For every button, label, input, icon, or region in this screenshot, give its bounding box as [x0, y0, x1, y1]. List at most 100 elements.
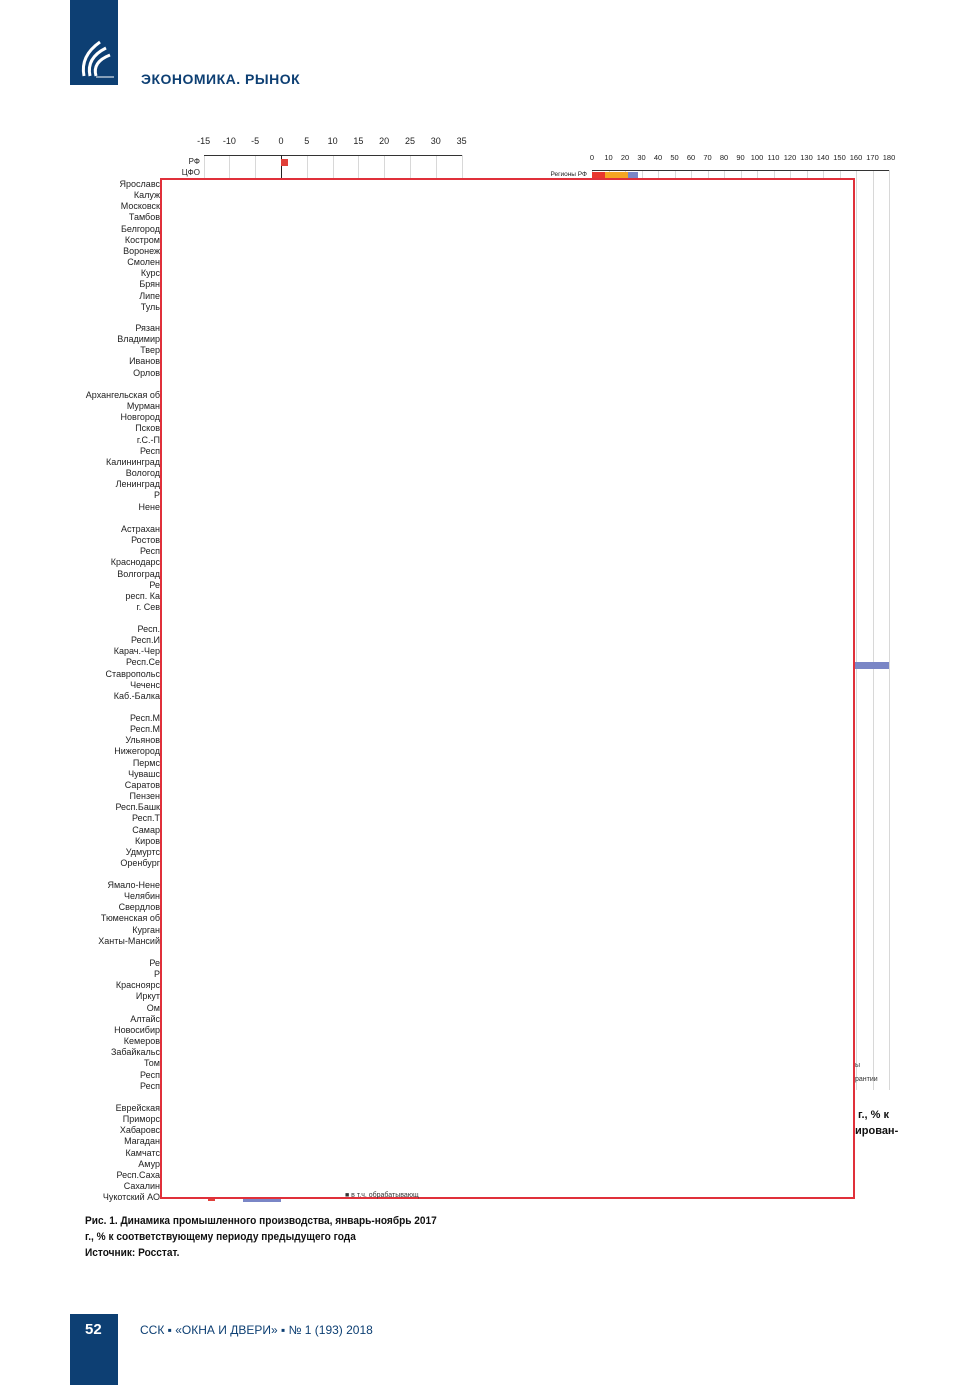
- x-tick-label: 110: [767, 153, 780, 162]
- gridline: [203, 155, 205, 180]
- gridline: [889, 170, 890, 1090]
- x-tick-label: 30: [637, 153, 646, 162]
- region-label: Челябин: [124, 891, 160, 902]
- gridline: [674, 170, 676, 180]
- region-label: Респ.Се: [126, 657, 160, 668]
- region-label: Приморс: [122, 1114, 160, 1125]
- gridline: [641, 170, 643, 180]
- region-label: Том: [144, 1058, 160, 1069]
- region-label: Калининград: [105, 456, 160, 467]
- gridline: [461, 155, 463, 180]
- x-tick-label: 170: [866, 153, 879, 162]
- region-label: Алтайс: [130, 1013, 160, 1024]
- legend-fragment: ■ в т.ч. обрабатывающ: [345, 1192, 419, 1199]
- x-tick-label: 35: [456, 136, 467, 146]
- region-label: Тамбов: [128, 212, 160, 223]
- x-tick-label: 50: [670, 153, 679, 162]
- x-tick-label: 150: [833, 153, 846, 162]
- x-axis-line: [203, 155, 462, 156]
- x-tick-label: 180: [882, 153, 896, 162]
- region-label: Нене: [138, 501, 160, 512]
- region-label: Респ.Саха: [116, 1169, 161, 1180]
- gridline: [839, 170, 841, 180]
- region-label: Ханты-Мансий: [98, 935, 160, 946]
- gridline: [757, 170, 758, 180]
- x-tick-label: 0: [278, 136, 284, 146]
- gridline: [332, 155, 334, 180]
- region-label: Кемеров: [123, 1036, 160, 1047]
- region-label: Респ.И: [131, 635, 160, 646]
- x-tick-label: 10: [604, 153, 613, 162]
- footer-box: [70, 1314, 118, 1385]
- region-label: г.С.-П: [136, 434, 160, 445]
- region-label: Ростов: [131, 535, 160, 546]
- bar-segment-blue: [853, 662, 889, 669]
- x-tick-label: -10: [222, 136, 236, 146]
- region-label: Ставропольс: [105, 668, 160, 679]
- x-tick-label: 120: [783, 153, 797, 162]
- region-label: Респ: [140, 445, 160, 456]
- region-label: Новгород: [120, 412, 160, 423]
- x-tick-label: 30: [430, 136, 441, 146]
- region-label: Иркут: [135, 991, 160, 1002]
- region-label: Астрахан: [120, 524, 160, 534]
- region-label: Еврейская: [115, 1103, 160, 1113]
- x-tick-label: 130: [800, 153, 813, 162]
- text-fragment: г., % к: [858, 1109, 889, 1121]
- row-label: ЦФО: [181, 168, 200, 177]
- gridline: [740, 170, 742, 180]
- region-label: Костром: [124, 234, 160, 245]
- gridline: [724, 170, 725, 180]
- region-label: Респ.Башк: [115, 802, 160, 813]
- publication-info: ССК ▪ «ОКНА И ДВЕРИ» ▪ № 1 (193) 2018: [140, 1323, 373, 1337]
- region-label: Саратов: [124, 779, 160, 790]
- x-tick-label: 40: [653, 153, 663, 162]
- caption-source: Источник: Росстат.: [85, 1247, 180, 1259]
- gridline: [707, 170, 709, 180]
- gridline: [658, 170, 659, 180]
- x-tick-label: 160: [849, 153, 863, 162]
- x-tick-label: 140: [816, 153, 830, 162]
- stacked-bar-segment: [605, 172, 629, 179]
- region-label: Ом: [146, 1002, 160, 1013]
- region-label: Респ.: [137, 624, 161, 634]
- gridline: [384, 155, 386, 180]
- stacked-bar-segment: [628, 172, 639, 179]
- region-label: Туль: [140, 301, 160, 312]
- region-label: Карач.-Чер: [113, 646, 160, 657]
- region-label: Киров: [134, 835, 160, 846]
- region-label: Респ: [140, 1069, 160, 1080]
- region-label: Курс: [140, 268, 160, 279]
- figure-caption: Рис. 1. Динамика промышленного производс…: [85, 1213, 439, 1261]
- region-label: Ульянов: [125, 735, 160, 746]
- x-tick-label: 15: [353, 136, 364, 146]
- section-title: ЭКОНОМИКА. РЫНОК: [141, 71, 301, 87]
- caption-text: Рис. 1. Динамика промышленного производс…: [85, 1215, 437, 1243]
- region-label: Новосибир: [114, 1024, 160, 1035]
- zero-line: [281, 155, 282, 180]
- region-label: Орлов: [133, 367, 160, 378]
- region-label: Чеченс: [130, 679, 160, 690]
- page-number: 52: [85, 1321, 102, 1338]
- x-tick-label: 20: [620, 153, 630, 162]
- region-label: Смолен: [127, 257, 160, 268]
- region-label: Брян: [139, 279, 160, 290]
- region-label: Удмуртс: [125, 846, 160, 857]
- x-tick-label: 100: [750, 153, 764, 162]
- region-label: Респ: [140, 1080, 160, 1091]
- gridline: [856, 170, 857, 1090]
- redaction-box: [160, 178, 855, 1199]
- region-label: Респ.М: [130, 724, 160, 735]
- bar-rf: [281, 159, 288, 166]
- region-label: респ. Ка: [125, 590, 160, 601]
- region-label: Вологод: [125, 468, 160, 479]
- region-label: Тюменская об: [100, 913, 160, 924]
- region-label: Красноярс: [115, 980, 160, 991]
- legend-fragment: ы: [855, 1062, 861, 1069]
- x-tick-label: 10: [327, 136, 338, 146]
- region-label: Волгоград: [117, 568, 160, 579]
- gridline: [435, 155, 437, 180]
- region-label: Нижегород: [114, 746, 160, 757]
- region-label: Пензен: [129, 791, 160, 802]
- region-label: Краснодарс: [110, 557, 160, 568]
